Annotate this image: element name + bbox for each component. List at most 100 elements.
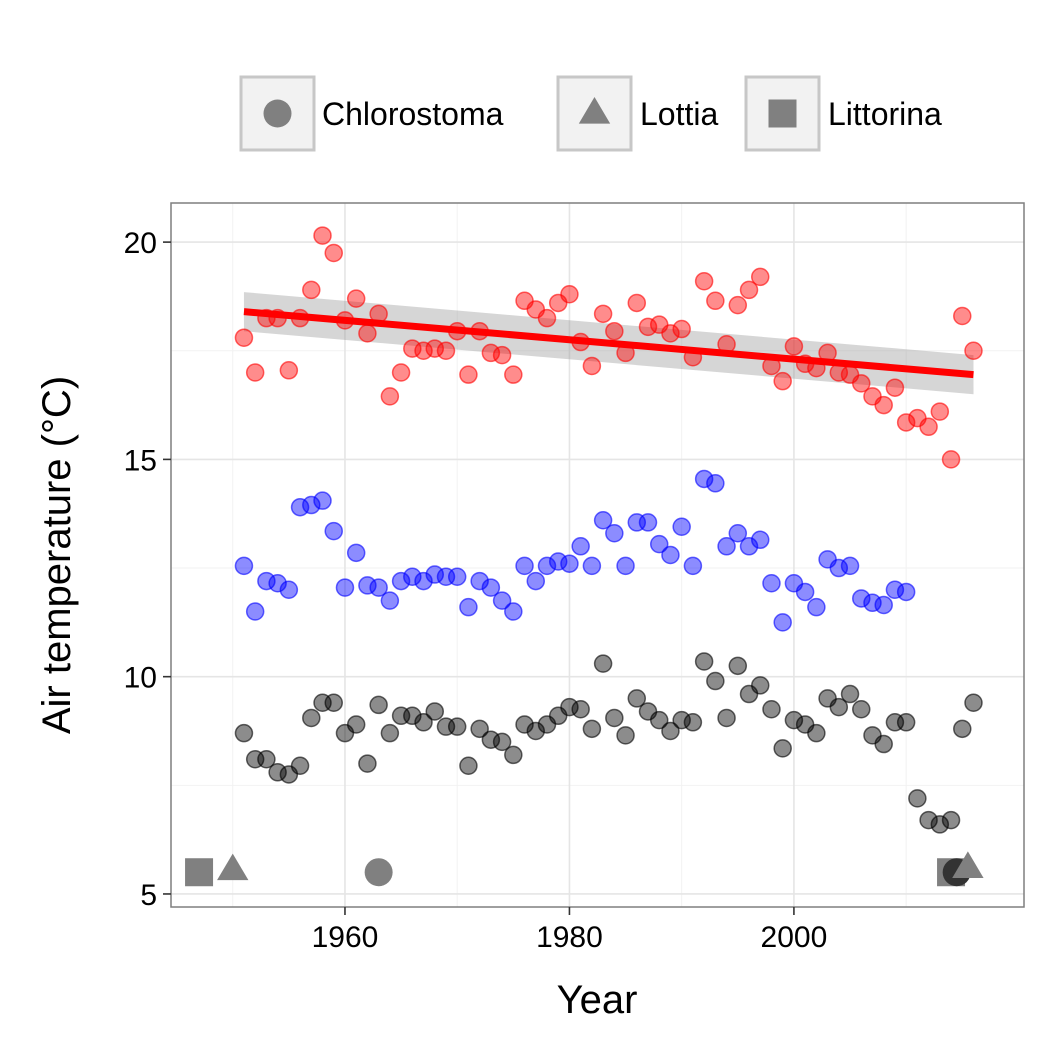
data-point [245, 363, 265, 382]
data-point [672, 517, 691, 537]
data-point [728, 524, 748, 543]
data-point [784, 710, 804, 730]
data-point [391, 571, 411, 591]
data-point [548, 552, 568, 571]
data-point [728, 656, 748, 676]
data-point [302, 495, 321, 515]
data-point [605, 524, 624, 543]
data-point [874, 734, 893, 754]
data-point [807, 597, 826, 617]
data-point [919, 810, 938, 830]
legend-label: Chlorostoma [322, 96, 504, 132]
data-point [526, 571, 546, 591]
data-point [245, 602, 265, 621]
data-point [706, 671, 725, 691]
data-point [941, 450, 961, 469]
marker-triangle [217, 853, 249, 881]
data-point [346, 289, 366, 308]
data-point [605, 321, 624, 341]
x-tick-label: 1960 [312, 921, 379, 954]
data-point [504, 745, 523, 765]
data-point [773, 371, 792, 391]
legend-triangle-icon [578, 97, 611, 124]
marker-circle [364, 858, 393, 887]
data-point [795, 582, 815, 602]
data-point [324, 693, 343, 713]
data-point [605, 708, 624, 728]
y-tick-label: 20 [124, 227, 157, 260]
shape-markers [185, 851, 984, 887]
data-point [683, 713, 703, 732]
data-point [661, 721, 680, 741]
data-point [908, 789, 927, 808]
x-axis-title: Year [557, 978, 638, 1022]
data-point [964, 693, 983, 713]
data-point [279, 580, 299, 600]
data-point [885, 378, 905, 397]
data-point [324, 521, 343, 541]
data-point [706, 474, 725, 493]
data-point [930, 402, 950, 421]
data-point [358, 324, 377, 343]
data-point [627, 689, 647, 708]
data-point [403, 339, 422, 358]
data-point [750, 530, 770, 550]
data-point [403, 567, 422, 586]
data-point [717, 708, 736, 728]
data-point [346, 715, 366, 734]
data-point [672, 319, 691, 339]
data-point [964, 341, 983, 361]
data-point [313, 226, 332, 245]
data-point [649, 534, 669, 554]
trend-line-layer [243, 308, 974, 379]
data-point [941, 810, 961, 830]
data-point [537, 308, 557, 328]
data-point [380, 387, 400, 406]
data-point [717, 537, 736, 556]
data-point [414, 713, 433, 732]
data-point [425, 565, 445, 584]
data-point [425, 339, 445, 358]
data-point [852, 700, 871, 719]
y-tick-label: 5 [140, 879, 157, 912]
data-point [515, 715, 534, 734]
data-point [593, 304, 613, 324]
data-point [807, 723, 826, 743]
trend-line [243, 308, 974, 379]
data-point [302, 280, 321, 300]
data-point [313, 491, 332, 510]
data-point [481, 730, 501, 749]
legend-circle-icon [263, 99, 292, 128]
y-tick-label: 10 [124, 662, 157, 695]
data-point [470, 719, 489, 739]
data-point [919, 417, 938, 437]
data-point [762, 573, 781, 593]
data-point [582, 356, 602, 376]
data-point [346, 543, 366, 563]
data-point [481, 343, 501, 363]
data-point [773, 613, 792, 632]
data-point [728, 295, 748, 315]
plot-panel-border [170, 202, 1025, 908]
data-point [234, 556, 254, 576]
data-point [694, 652, 714, 671]
data-point [739, 537, 759, 556]
data-point [571, 537, 590, 556]
data-point [874, 395, 893, 415]
data-point [661, 324, 680, 343]
data-point [829, 558, 849, 578]
data-point [706, 291, 725, 311]
data-point [504, 365, 523, 384]
data-point [638, 317, 658, 337]
data-point [885, 580, 905, 600]
data-point [953, 719, 972, 739]
data-point [896, 582, 916, 602]
legend-square-icon [768, 99, 797, 128]
data-point [403, 706, 422, 726]
data-point [773, 739, 792, 758]
data-point [840, 684, 860, 704]
data-point [750, 676, 770, 695]
data-point [447, 717, 467, 736]
data-point [593, 510, 613, 530]
